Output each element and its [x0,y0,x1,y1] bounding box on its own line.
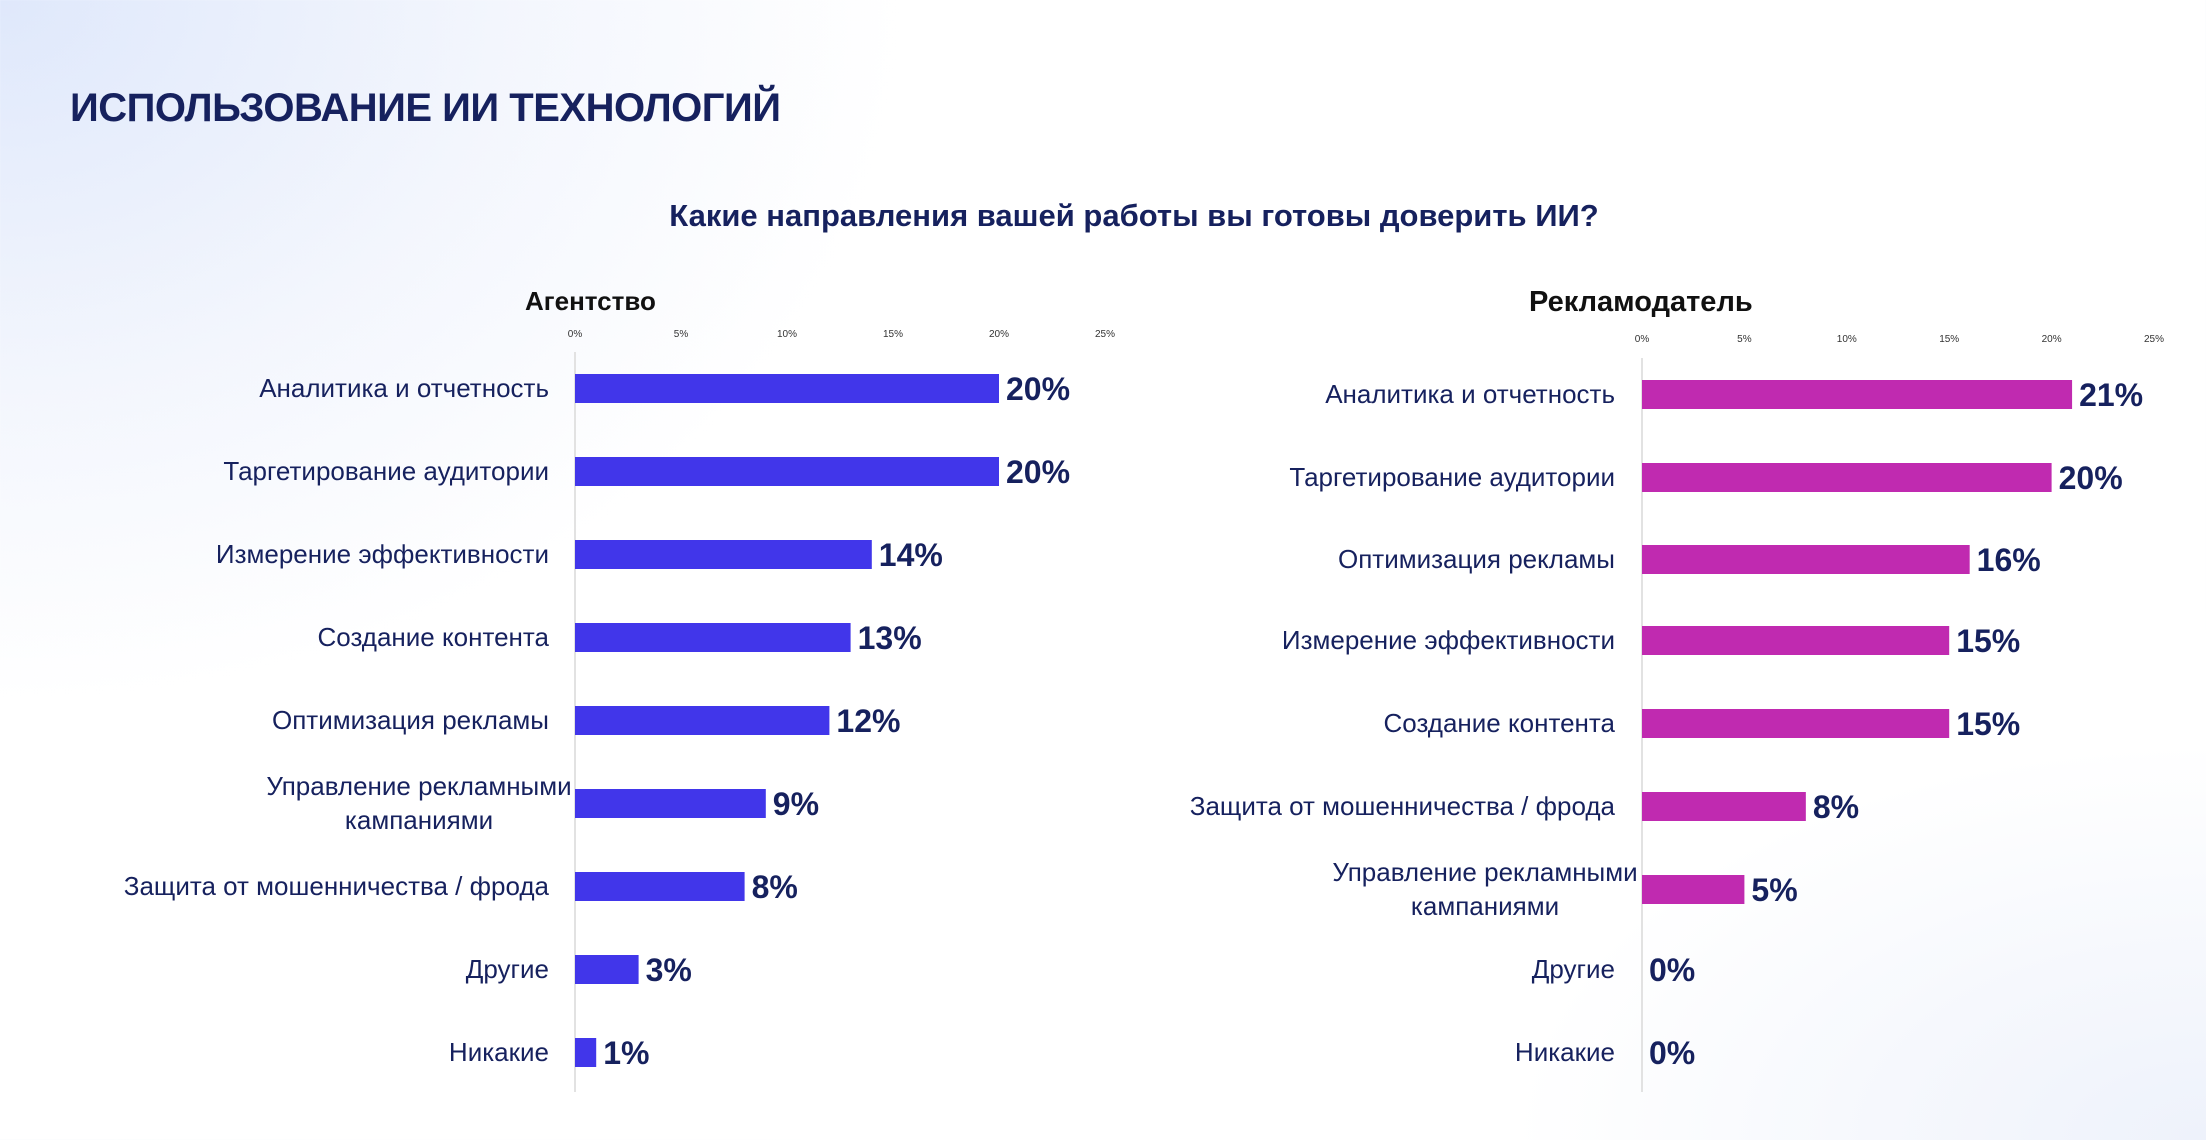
agency-bar [575,457,999,486]
agency-tick-label: 15% [883,329,903,340]
advertiser-bar [1642,709,1950,738]
advertiser-tick-label: 0% [1635,334,1650,345]
advertiser-data-label: 16% [1977,542,2041,578]
agency-data-label: 20% [1006,454,1070,490]
advertiser-tick-label: 5% [1737,334,1752,345]
agency-category-label: Никакие [449,1037,549,1067]
agency-bar [575,706,830,735]
agency-bar [575,872,745,901]
chart-question: Какие направления вашей работы вы готовы… [669,198,1599,233]
background-glow [1506,740,2206,1140]
advertiser-bar [1642,380,2073,409]
agency-bar [575,623,851,652]
advertiser-data-label: 0% [1649,1035,1695,1071]
agency-chart-title: Агентство [525,286,656,316]
agency-bar [575,789,766,818]
agency-bar [575,1038,597,1067]
advertiser-data-label: 15% [1956,623,2020,659]
advertiser-data-label: 21% [2079,377,2143,413]
advertiser-data-label: 15% [1956,706,2020,742]
agency-category-label: Измерение эффективности [216,539,549,569]
agency-data-label: 8% [752,869,798,905]
agency-tick-label: 25% [1095,329,1115,340]
advertiser-category-label: Оптимизация рекламы [1338,544,1615,574]
advertiser-bar [1642,792,1806,821]
agency-category-label: Создание контента [318,622,550,652]
agency-data-label: 3% [646,952,692,988]
advertiser-data-label: 20% [2059,460,2123,496]
advertiser-data-label: 0% [1649,952,1695,988]
advertiser-bar [1642,875,1745,904]
advertiser-category-label: Управление рекламными кампаниями [1332,857,1637,921]
agency-bar [575,540,872,569]
advertiser-category-label: Таргетирование аудитории [1289,462,1615,492]
agency-bar [575,374,999,403]
agency-bar [575,955,639,984]
advertiser-bar [1642,626,1950,655]
agency-data-label: 1% [603,1035,649,1071]
advertiser-tick-label: 25% [2144,334,2164,345]
agency-category-label: Управление рекламными кампаниями [266,771,571,835]
agency-data-label: 20% [1006,371,1070,407]
advertiser-category-label: Никакие [1515,1037,1615,1067]
agency-tick-label: 20% [989,329,1009,340]
agency-category-label: Аналитика и отчетность [259,373,549,403]
advertiser-category-label: Аналитика и отчетность [1325,379,1615,409]
agency-data-label: 13% [858,620,922,656]
page-title: ИСПОЛЬЗОВАНИЕ ИИ ТЕХНОЛОГИЙ [70,86,781,130]
agency-tick-label: 5% [674,329,689,340]
agency-data-label: 9% [773,786,819,822]
advertiser-chart-title: Рекламодатель [1529,286,1753,318]
agency-data-label: 12% [836,703,900,739]
advertiser-category-label: Измерение эффективности [1282,625,1615,655]
agency-data-label: 14% [879,537,943,573]
advertiser-category-label: Защита от мошенничества / фрода [1190,791,1616,821]
advertiser-bar [1642,545,1970,574]
advertiser-tick-label: 15% [1939,334,1959,345]
advertiser-data-label: 5% [1751,872,1797,908]
advertiser-data-label: 8% [1813,789,1859,825]
agency-category-label: Другие [466,954,549,984]
advertiser-tick-label: 20% [2042,334,2062,345]
agency-tick-label: 10% [777,329,797,340]
agency-category-label: Оптимизация рекламы [272,705,549,735]
advertiser-category-label: Другие [1532,954,1615,984]
advertiser-category-label: Создание контента [1384,708,1616,738]
agency-category-label: Таргетирование аудитории [223,456,549,486]
advertiser-tick-label: 10% [1837,334,1857,345]
advertiser-bar [1642,463,2052,492]
agency-category-label: Защита от мошенничества / фрода [124,871,550,901]
agency-tick-label: 0% [568,329,583,340]
